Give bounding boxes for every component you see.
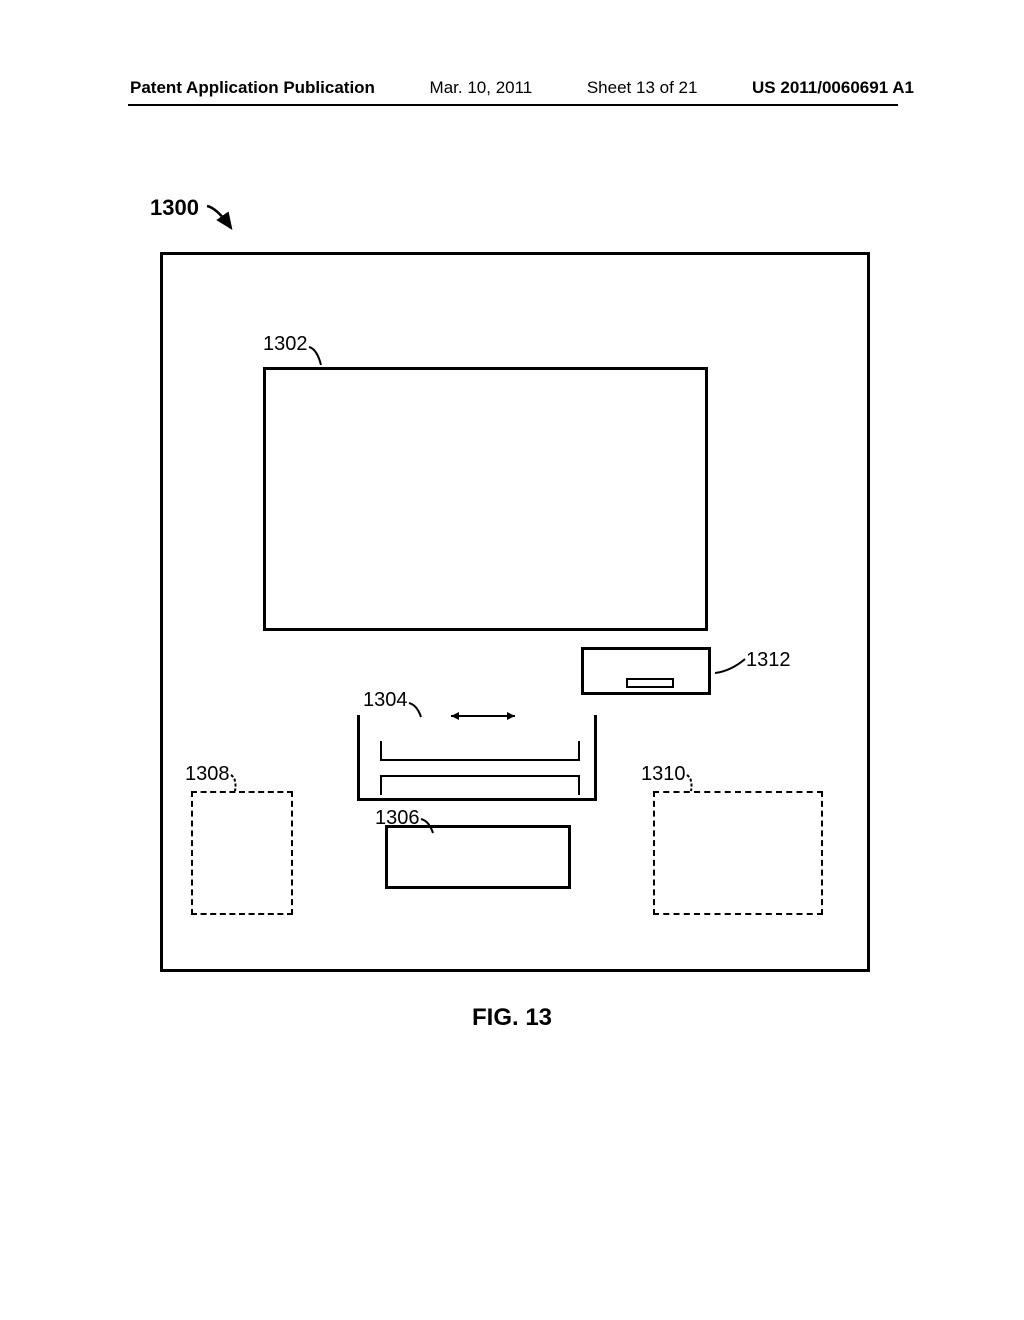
channel-lower: [380, 775, 580, 795]
publication-number: US 2011/0060691 A1: [752, 78, 914, 98]
publication-date: Mar. 10, 2011: [430, 78, 533, 98]
page-header: Patent Application Publication Mar. 10, …: [0, 78, 1024, 98]
box-1308-dashed: [191, 791, 293, 915]
channel-upper: [380, 741, 580, 761]
publication-label: Patent Application Publication: [130, 78, 375, 98]
ref-label-1310: 1310: [641, 763, 686, 786]
sheet-number: Sheet 13 of 21: [587, 78, 698, 98]
slot-1312: [626, 678, 674, 688]
ref-label-1300: 1300: [150, 195, 199, 221]
box-1312: [581, 647, 711, 695]
ref-label-1312: 1312: [746, 649, 791, 672]
box-1302: [263, 367, 708, 631]
ref-label-1302: 1302: [263, 333, 308, 356]
header-rule: [128, 104, 898, 106]
ref-label-1304: 1304: [363, 689, 408, 712]
box-1306: [385, 825, 571, 889]
box-1304: [357, 715, 597, 801]
leader-line-1312: [715, 655, 749, 677]
box-1310-dashed: [653, 791, 823, 915]
figure-caption: FIG. 13: [0, 1004, 1024, 1032]
leader-arrow-1300: [205, 204, 245, 244]
diagram-outer-box: 1302 1312 1304 1306 1308 1310: [160, 252, 870, 972]
leader-hook-1302: [307, 345, 331, 369]
ref-label-1308: 1308: [185, 763, 230, 786]
